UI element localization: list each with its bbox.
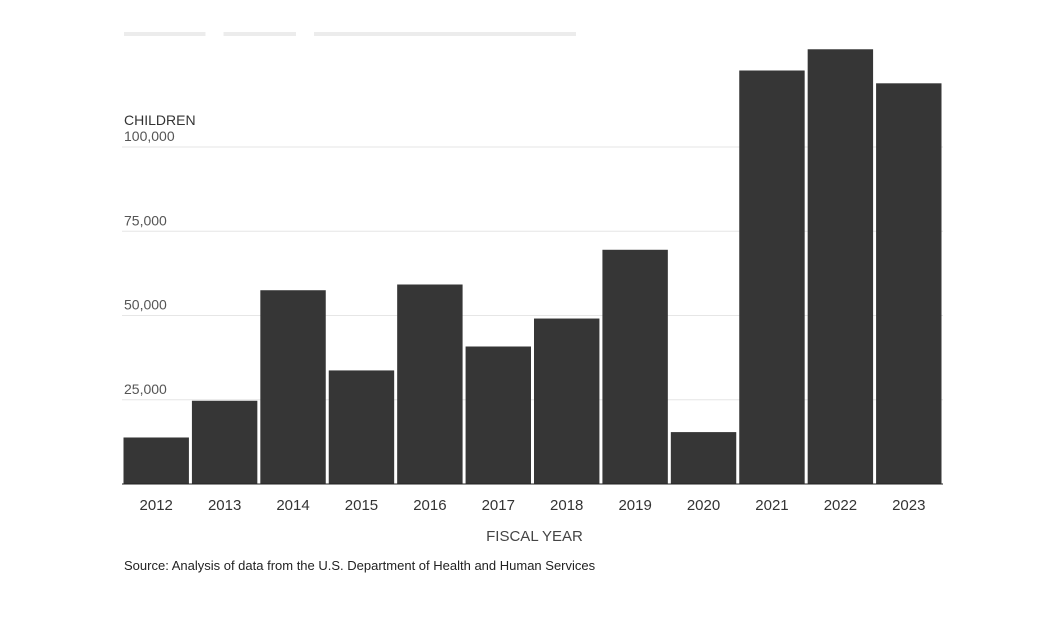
bar-2014 — [260, 290, 326, 484]
bar-2013 — [191, 400, 258, 484]
x-tick-label: 2013 — [208, 497, 241, 514]
gridlines — [122, 146, 943, 401]
x-tick-label: 2016 — [413, 497, 446, 514]
source-note: Source: Analysis of data from the U.S. D… — [124, 558, 596, 573]
bar-2016 — [397, 284, 463, 484]
x-tick-label: 2015 — [345, 497, 378, 514]
bar-2012 — [123, 437, 189, 484]
bar-2019 — [602, 249, 668, 484]
bar-2023 — [876, 83, 942, 484]
y-tick-label: 100,000 — [124, 128, 175, 144]
bar-2017 — [465, 346, 531, 484]
x-tick-label: 2012 — [140, 497, 173, 514]
x-tick-label: 2023 — [892, 497, 925, 514]
faded-header-text — [124, 32, 576, 36]
x-tick-label: 2022 — [824, 497, 857, 514]
y-tick-label: 50,000 — [124, 297, 167, 313]
x-tick-label: 2021 — [755, 497, 788, 514]
y-tick-label: 75,000 — [124, 212, 167, 228]
x-tick-label: 2017 — [482, 497, 515, 514]
y-tick-labels: 25,000 50,000 75,000 100,000 — [124, 128, 175, 397]
x-tick-label: 2018 — [550, 497, 583, 514]
bar-2021 — [739, 70, 805, 484]
x-axis-label: FISCAL YEAR — [486, 528, 583, 545]
x-tick-label: 2019 — [618, 497, 651, 514]
x-tick-label: 2020 — [687, 497, 720, 514]
bar-2022 — [807, 49, 874, 485]
y-axis-label: CHILDREN — [124, 112, 196, 128]
bar-2015 — [328, 370, 395, 484]
bar-2018 — [534, 318, 600, 484]
bar-2020 — [670, 432, 737, 484]
x-tick-label: 2014 — [276, 497, 309, 514]
x-tick-labels: 2012 2013 2014 2015 2016 2017 2018 2019 2020 2021… — [140, 497, 926, 514]
bars — [123, 49, 942, 485]
y-tick-label: 25,000 — [124, 381, 167, 397]
